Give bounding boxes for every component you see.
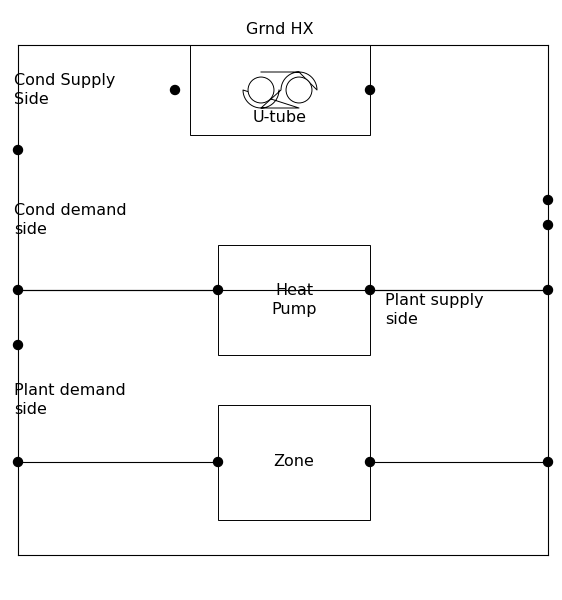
Polygon shape [243, 72, 317, 108]
Circle shape [214, 457, 223, 467]
Bar [218, 405, 370, 520]
Text: Zone: Zone [274, 455, 314, 469]
Bar [190, 45, 370, 135]
Text: Cond demand
side: Cond demand side [14, 203, 126, 238]
Circle shape [365, 457, 374, 467]
Circle shape [286, 77, 312, 103]
Text: Grnd HX: Grnd HX [246, 22, 314, 37]
Circle shape [13, 457, 22, 467]
Bar [218, 245, 370, 355]
Text: Cond Supply
Side: Cond Supply Side [14, 73, 115, 107]
Circle shape [170, 85, 179, 94]
Circle shape [13, 340, 22, 349]
Circle shape [543, 286, 552, 295]
Circle shape [248, 77, 274, 103]
Circle shape [543, 457, 552, 467]
Circle shape [365, 286, 374, 295]
Circle shape [543, 196, 552, 205]
Circle shape [13, 145, 22, 154]
Text: Plant supply
side: Plant supply side [385, 293, 484, 328]
Circle shape [13, 286, 22, 295]
Text: Heat
Pump: Heat Pump [271, 283, 317, 317]
Text: Plant demand
side: Plant demand side [14, 383, 126, 418]
Circle shape [214, 286, 223, 295]
Circle shape [365, 85, 374, 94]
Text: U-tube: U-tube [253, 110, 307, 125]
Circle shape [543, 220, 552, 229]
